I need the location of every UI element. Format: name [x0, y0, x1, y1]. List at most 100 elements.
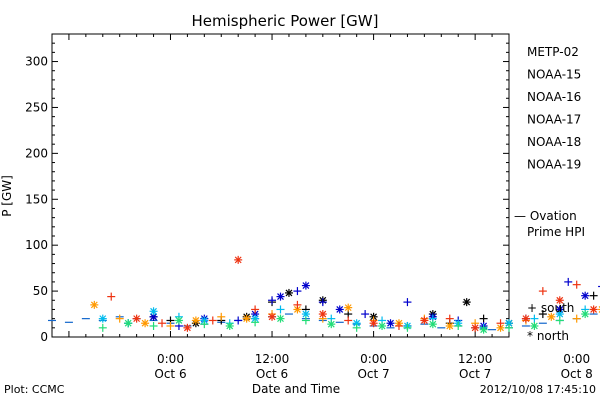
- point-noaa-19: [234, 255, 243, 264]
- point-noaa-19: [394, 321, 403, 330]
- point-noaa-17: [276, 314, 285, 323]
- x-axis-label: Date and Time: [252, 382, 340, 396]
- point-noaa-17: [403, 323, 412, 332]
- footer-source: Plot: CCMC: [4, 383, 65, 396]
- x-tick-date: Oct 6: [154, 367, 186, 381]
- point-noaa-15: [318, 298, 327, 307]
- point-noaa-16: [98, 314, 107, 323]
- point-noaa-19: [251, 305, 260, 314]
- legend-noaa-19: NOAA-19: [527, 158, 581, 172]
- point-metp-02: [479, 314, 488, 323]
- point-noaa-18: [141, 319, 150, 328]
- point-noaa-19: [158, 319, 167, 328]
- point-noaa-18: [547, 312, 556, 321]
- x-tick-date: Oct 6: [256, 367, 288, 381]
- point-noaa-16: [555, 310, 564, 319]
- data-points: [90, 255, 600, 334]
- x-tick-date: Oct 7: [357, 367, 389, 381]
- legend-symbol-south: + south: [527, 301, 574, 315]
- point-noaa-18: [90, 300, 99, 309]
- legend-noaa-15: NOAA-15: [527, 68, 581, 82]
- point-noaa-19: [107, 292, 116, 301]
- y-tick-label: 300: [25, 55, 48, 69]
- point-noaa-19: [589, 305, 598, 314]
- point-noaa-17: [174, 316, 183, 325]
- point-noaa-17: [225, 321, 234, 330]
- point-noaa-19: [293, 300, 302, 309]
- x-tick-time: 0:00: [360, 352, 387, 366]
- point-noaa-16: [530, 314, 539, 323]
- point-metp-02: [462, 298, 471, 307]
- point-noaa-19: [268, 312, 277, 321]
- point-noaa-16: [276, 305, 285, 314]
- legend: METP-02 NOAA-15 NOAA-16 NOAA-17 NOAA-18 NOAA-…: [514, 45, 585, 343]
- point-noaa-15: [234, 316, 243, 325]
- point-noaa-15: [335, 305, 344, 314]
- point-noaa-15: [268, 296, 277, 305]
- point-noaa-18: [445, 321, 454, 330]
- point-noaa-19: [538, 287, 547, 296]
- point-noaa-17: [454, 321, 463, 330]
- point-noaa-19: [344, 316, 353, 325]
- point-noaa-18: [166, 321, 175, 330]
- point-metp-02: [284, 288, 293, 297]
- x-tick-date: Oct 7: [459, 367, 491, 381]
- ovation-series: [48, 313, 598, 331]
- point-noaa-18: [191, 316, 200, 325]
- y-tick-label: 50: [33, 284, 48, 298]
- point-noaa-17: [555, 316, 564, 325]
- footer-timestamp: 2012/10/08 17:45:10: [480, 383, 596, 396]
- y-tick-label: 250: [25, 100, 48, 114]
- y-tick-label: 200: [25, 146, 48, 160]
- point-noaa-19: [445, 314, 454, 323]
- point-noaa-17: [581, 310, 590, 319]
- point-noaa-18: [115, 314, 124, 323]
- point-noaa-19: [555, 296, 564, 305]
- point-metp-02: [589, 291, 598, 300]
- point-noaa-19: [183, 323, 192, 332]
- point-noaa-19: [496, 319, 505, 328]
- legend-ovation-line1: — Ovation: [514, 209, 577, 223]
- point-noaa-17: [149, 321, 158, 330]
- plot-area: [51, 33, 510, 338]
- point-noaa-17: [200, 320, 209, 329]
- point-noaa-17: [251, 318, 260, 327]
- point-noaa-18: [572, 314, 581, 323]
- point-noaa-18: [242, 314, 251, 323]
- point-noaa-17: [378, 321, 387, 330]
- point-noaa-17: [428, 320, 437, 329]
- point-noaa-19: [208, 316, 217, 325]
- y-tick-label: 100: [25, 238, 48, 252]
- point-noaa-19: [369, 319, 378, 328]
- point-noaa-16: [149, 307, 158, 316]
- x-tick-date: Oct 8: [561, 367, 593, 381]
- legend-noaa-16: NOAA-16: [527, 90, 581, 104]
- legend-ovation-line2: Prime HPI: [527, 225, 585, 239]
- legend-noaa-17: NOAA-17: [527, 113, 581, 127]
- point-noaa-19: [318, 310, 327, 319]
- point-noaa-17: [530, 321, 539, 330]
- x-tick-time: 0:00: [563, 352, 590, 366]
- legend-symbol-north: * north: [527, 329, 569, 343]
- x-tick-time: 0:00: [157, 352, 184, 366]
- point-noaa-15: [361, 310, 370, 319]
- point-noaa-15: [564, 277, 573, 286]
- point-noaa-15: [301, 281, 310, 290]
- point-noaa-15: [386, 319, 395, 328]
- point-noaa-18: [217, 312, 226, 321]
- y-axis: 0 50 100 150 200 250 300: [25, 42, 509, 344]
- y-tick-label: 150: [25, 192, 48, 206]
- point-noaa-17: [327, 320, 336, 329]
- point-noaa-17: [352, 323, 361, 332]
- point-noaa-17: [301, 316, 310, 325]
- point-metp-02: [538, 310, 547, 319]
- point-noaa-19: [132, 314, 141, 323]
- point-noaa-15: [403, 298, 412, 307]
- point-noaa-17: [505, 323, 513, 332]
- x-tick-time: 12:00: [255, 352, 290, 366]
- point-noaa-19: [521, 314, 530, 323]
- point-noaa-19: [420, 316, 429, 325]
- legend-noaa-18: NOAA-18: [527, 135, 581, 149]
